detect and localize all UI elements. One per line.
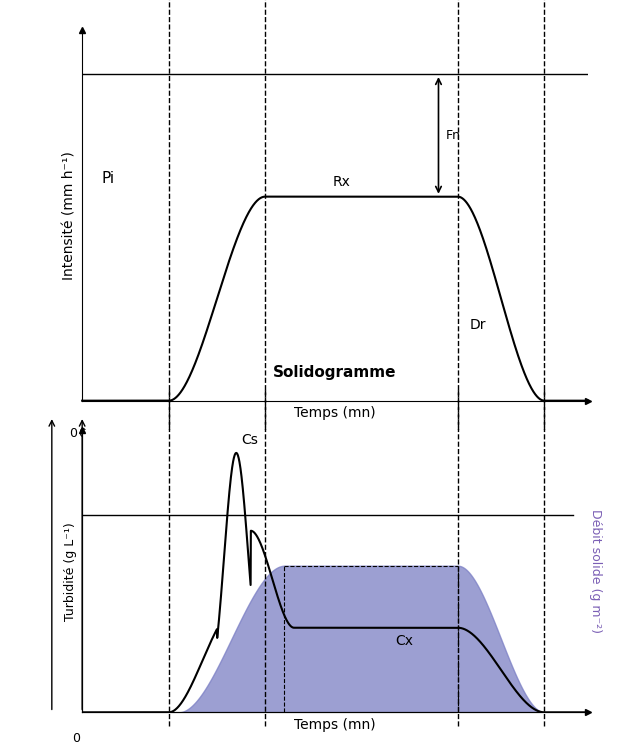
Text: Dr: Dr xyxy=(470,318,486,332)
Text: t i: t i xyxy=(162,434,175,447)
Text: t f: t f xyxy=(538,434,551,447)
Text: 0: 0 xyxy=(69,427,77,440)
Text: t u: t u xyxy=(449,434,466,447)
Text: Cs: Cs xyxy=(241,433,258,447)
Text: Pi: Pi xyxy=(101,171,114,186)
Text: Rx: Rx xyxy=(332,175,350,189)
Text: 0: 0 xyxy=(78,427,86,440)
Text: Solidogramme: Solidogramme xyxy=(273,364,397,380)
Y-axis label: Intensité (mm h⁻¹): Intensité (mm h⁻¹) xyxy=(63,151,76,280)
X-axis label: Temps (mn): Temps (mn) xyxy=(294,406,376,420)
Text: t m: t m xyxy=(255,434,276,447)
X-axis label: Temps (mn): Temps (mn) xyxy=(294,718,376,732)
Text: Fn: Fn xyxy=(446,129,461,142)
Text: Cx: Cx xyxy=(395,634,413,648)
Y-axis label: Turbidité (g L⁻¹): Turbidité (g L⁻¹) xyxy=(64,522,76,621)
Text: 0: 0 xyxy=(71,732,80,742)
Y-axis label: Débit solide (g m⁻²): Débit solide (g m⁻²) xyxy=(588,509,602,634)
